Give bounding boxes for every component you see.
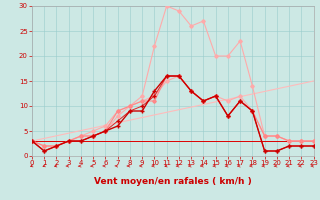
X-axis label: Vent moyen/en rafales ( km/h ): Vent moyen/en rafales ( km/h ) xyxy=(94,177,252,186)
